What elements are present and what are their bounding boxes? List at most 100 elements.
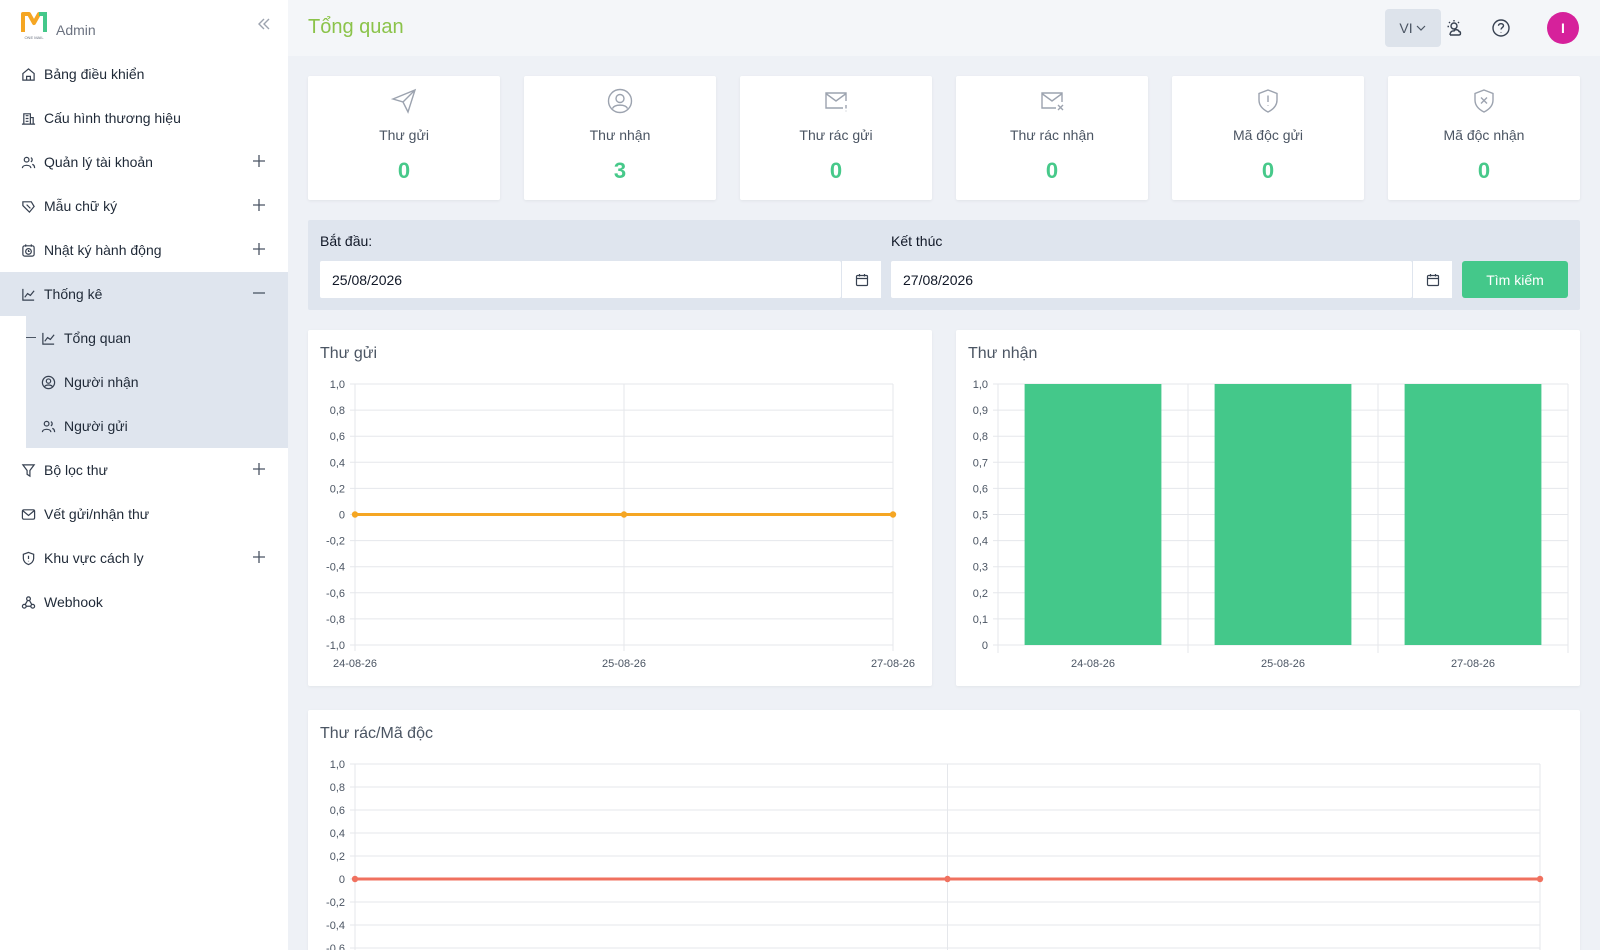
- sidebar-item-branding[interactable]: Cấu hình thương hiệu: [0, 96, 288, 140]
- y-tick-label: 0,9: [973, 405, 988, 417]
- expand-plus-icon[interactable]: [252, 462, 268, 478]
- start-date-calendar-button[interactable]: [841, 261, 881, 298]
- y-tick-label: 0,4: [330, 457, 345, 469]
- sidebar-item-dashboard[interactable]: Bảng điều khiển: [0, 52, 288, 96]
- data-point: [351, 511, 359, 518]
- sidebar-item-signatures[interactable]: Mẫu chữ ký: [0, 184, 288, 228]
- x-tick-label: 24-08-26: [333, 658, 377, 670]
- sidebar-item-label: Webhook: [44, 594, 103, 610]
- y-tick-label: 0,6: [330, 431, 345, 443]
- sidebar-item-mail-filter[interactable]: Bộ lọc thư: [0, 448, 288, 492]
- stat-card-malware-sent: Mã độc gửi 0: [1172, 76, 1364, 200]
- theme-toggle-button[interactable]: [1436, 9, 1474, 47]
- sidebar-item-label: Tổng quan: [64, 330, 131, 346]
- y-tick-label: 0: [982, 640, 988, 652]
- sidebar-subitem-senders[interactable]: Người gửi: [26, 404, 288, 448]
- logo[interactable]: ONE MAIL Admin: [20, 10, 96, 40]
- expand-plus-icon[interactable]: [252, 242, 268, 258]
- page-title: Tổng quan: [308, 16, 404, 38]
- sidebar-item-label: Vết gửi/nhận thư: [44, 506, 150, 522]
- mail-alert-icon: [823, 88, 849, 114]
- sidebar-item-label: Bộ lọc thư: [44, 462, 108, 478]
- sidebar-item-action-log[interactable]: Nhật ký hành động: [0, 228, 288, 272]
- y-tick-label: 0,3: [973, 562, 988, 574]
- sidebar-subitem-overview[interactable]: Tổng quan: [26, 316, 288, 360]
- spam-malware-line-chart: 1,0 0,8 0,6 0,4 0,2 0 -0,2 -0,4 -0,6: [326, 759, 1544, 950]
- language-value: VI: [1399, 20, 1413, 36]
- sidebar-item-statistics[interactable]: Thống kê: [0, 272, 288, 316]
- stat-value: 0: [397, 158, 411, 183]
- end-date-label: Kết thúc: [891, 233, 943, 249]
- sent-line-chart: 1,0 0,8 0,6 0,4 0,2 0 -0,2 -0,4 -0,6 -0,8 -1,0 24-0…: [326, 379, 915, 670]
- start-date-input[interactable]: 25/08/2026: [320, 261, 841, 298]
- stat-label: Mã độc gửi: [1232, 127, 1304, 143]
- y-tick-label: 0,8: [330, 782, 345, 794]
- bar: [1024, 384, 1162, 645]
- top-header: Tổng quan VI I: [288, 0, 1600, 56]
- data-point: [620, 511, 628, 518]
- y-tick-label: 0,8: [973, 431, 988, 443]
- sidebar-item-label: Thống kê: [44, 286, 103, 302]
- y-tick-label: -0,8: [326, 614, 345, 626]
- mail-x-icon: [1039, 88, 1065, 114]
- help-button[interactable]: [1482, 9, 1520, 47]
- stat-label: Thư nhận: [589, 127, 651, 143]
- sidebar-item-label: Nhật ký hành động: [44, 242, 162, 258]
- sidebar-item-accounts[interactable]: Quản lý tài khoản: [0, 140, 288, 184]
- expand-plus-icon[interactable]: [252, 154, 268, 170]
- user-circle-icon: [40, 374, 56, 390]
- calendar-icon: [1426, 273, 1439, 286]
- data-point: [889, 511, 897, 518]
- collapse-sidebar-icon[interactable]: [256, 16, 276, 36]
- search-button[interactable]: Tìm kiếm: [1462, 261, 1568, 298]
- expand-plus-icon[interactable]: [252, 198, 268, 214]
- stat-value: 3: [613, 158, 627, 183]
- chevron-down-icon: [1416, 25, 1426, 31]
- webhook-icon: [20, 594, 36, 610]
- y-tick-label: 0,5: [973, 510, 988, 522]
- y-tick-label: 1,0: [330, 379, 345, 391]
- end-date-calendar-button[interactable]: [1412, 261, 1452, 298]
- x-tick-label: 27-08-26: [871, 658, 915, 670]
- end-date-input[interactable]: 27/08/2026: [891, 261, 1412, 298]
- stat-label: Mã độc nhận: [1443, 127, 1525, 143]
- sidebar-item-mail-trace[interactable]: Vết gửi/nhận thư: [0, 492, 288, 536]
- y-tick-label: 0,6: [330, 805, 345, 817]
- home-icon: [20, 66, 36, 82]
- chart-panel-spam-malware: 1,0 0,8 0,6 0,4 0,2 0 -0,2 -0,4 -0,6 Thư rác/Mã …: [308, 710, 1580, 950]
- y-tick-label: 0,4: [330, 828, 345, 840]
- avatar[interactable]: I: [1547, 12, 1579, 44]
- x-tick-label: 25-08-26: [602, 658, 646, 670]
- stat-card-received: Thư nhận 3: [524, 76, 716, 200]
- sidebar-subitem-recipients[interactable]: Người nhận: [26, 360, 288, 404]
- sidebar-item-label: Mẫu chữ ký: [44, 198, 118, 214]
- users-icon: [40, 418, 56, 434]
- expand-plus-icon[interactable]: [252, 550, 268, 566]
- y-tick-label: 0,2: [330, 483, 345, 495]
- data-point: [351, 875, 359, 883]
- y-tick-label: 0,2: [330, 851, 345, 863]
- language-select[interactable]: VI: [1385, 9, 1441, 47]
- collapse-minus-icon[interactable]: [252, 286, 268, 302]
- y-tick-label: -0,2: [326, 536, 345, 548]
- y-tick-label: 0,7: [973, 457, 988, 469]
- signature-icon: [20, 198, 36, 214]
- y-tick-label: 1,0: [330, 759, 345, 771]
- y-tick-label: 0,1: [973, 614, 988, 626]
- y-tick-label: -0,4: [326, 920, 345, 932]
- sidebar-item-webhook[interactable]: Webhook: [0, 580, 288, 624]
- shield-alert-icon: [20, 550, 36, 566]
- svg-text:ONE MAIL: ONE MAIL: [24, 35, 44, 40]
- stat-value: 0: [1045, 158, 1059, 183]
- sidebar: ONE MAIL Admin Bảng điều khiển Cấu hình …: [0, 0, 288, 950]
- stat-value: 0: [1261, 158, 1275, 183]
- users-icon: [20, 154, 36, 170]
- chart-icon: [20, 286, 36, 302]
- sun-cloud-icon: [1447, 20, 1462, 36]
- sidebar-item-quarantine[interactable]: Khu vực cách ly: [0, 536, 288, 580]
- chart-title: Thư rác/Mã độc: [320, 725, 433, 742]
- y-tick-label: -0,6: [326, 943, 345, 950]
- stat-label: Thư rác gửi: [799, 127, 873, 143]
- help-circle-icon: [1492, 19, 1510, 37]
- y-tick-label: 0,4: [973, 536, 988, 548]
